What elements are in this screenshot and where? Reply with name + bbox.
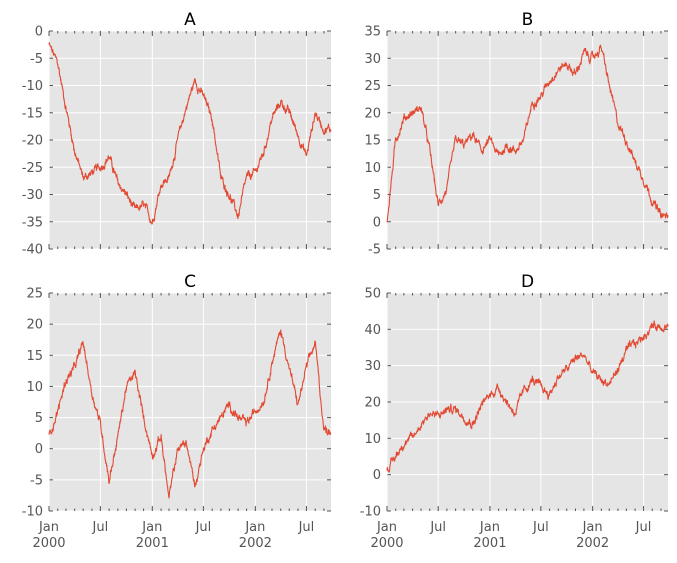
y-tick-label: 50	[364, 287, 381, 302]
subplot-title: A	[184, 10, 196, 30]
y-tick-label: 10	[364, 432, 381, 447]
y-tick-label: 10	[364, 161, 381, 176]
subplot-b: 35 30 25 20 15 10 5 0 -5 B	[364, 10, 669, 258]
y-tick-label: -5	[30, 52, 43, 67]
x-tick-label: Jan	[479, 520, 500, 535]
y-tick-label: 20	[364, 106, 381, 121]
y-tick-label: 30	[364, 359, 381, 374]
subplot-title: D	[521, 272, 534, 292]
x-tick-label-year: 2001	[473, 536, 506, 551]
y-tick-label: -30	[22, 188, 43, 203]
y-tick-label: 35	[364, 25, 381, 40]
y-tick-label: 20	[26, 318, 43, 333]
series-line	[48, 42, 332, 225]
y-tick-label: -5	[368, 243, 381, 258]
y-tick-label: -10	[22, 79, 43, 94]
y-tick-label: 40	[364, 323, 381, 338]
x-tick-label: Jul	[635, 520, 652, 535]
y-tick-label: 10	[26, 380, 43, 395]
y-tick-label: 0	[373, 215, 381, 230]
y-tick-label: 5	[35, 411, 43, 426]
y-tick-label: 25	[364, 79, 381, 94]
x-tick-label: Jul	[92, 520, 109, 535]
x-tick-label: Jan	[244, 520, 265, 535]
x-tick-label: Jan	[376, 520, 397, 535]
series-line	[386, 320, 669, 473]
x-tick-label-year: 2000	[32, 536, 65, 551]
y-tick-label: -15	[22, 106, 43, 121]
y-tick-label: -40	[22, 243, 43, 258]
x-tick-label-year: 2002	[576, 536, 609, 551]
series-line	[48, 329, 332, 499]
y-tick-label: -5	[30, 473, 43, 488]
x-tick-label: Jul	[532, 520, 549, 535]
y-tick-label: -20	[22, 134, 43, 149]
plot-area	[49, 293, 331, 511]
x-tick-label: Jan	[38, 520, 59, 535]
subplot-a: 0 -5 -10 -15 -20 -25 -30 -35 -40 A	[22, 10, 332, 258]
x-tick-label-year: 2002	[239, 536, 272, 551]
subplot-title: B	[522, 10, 534, 30]
y-tick-label: -10	[22, 505, 43, 520]
y-tick-label: 0	[35, 25, 43, 40]
y-tick-label: 5	[373, 188, 381, 203]
y-tick-label: 15	[26, 349, 43, 364]
y-tick-label: -10	[360, 505, 381, 520]
series-line	[386, 44, 669, 223]
y-tick-label: -35	[22, 215, 43, 230]
y-tick-label: 20	[364, 396, 381, 411]
y-tick-label: 0	[35, 442, 43, 457]
x-tick-label: Jan	[141, 520, 162, 535]
x-tick-label: Jul	[429, 520, 446, 535]
y-tick-label: 30	[364, 52, 381, 67]
x-tick-label: Jan	[582, 520, 603, 535]
y-tick-label: 15	[364, 134, 381, 149]
y-tick-label: 25	[26, 287, 43, 302]
x-tick-label-year: 2001	[136, 536, 169, 551]
y-tick-label: -25	[22, 161, 43, 176]
x-tick-label: Jul	[298, 520, 315, 535]
y-tick-label: 0	[373, 468, 381, 483]
x-tick-label-year: 2000	[370, 536, 403, 551]
x-tick-label: Jul	[195, 520, 212, 535]
subplot-title: C	[184, 272, 196, 292]
